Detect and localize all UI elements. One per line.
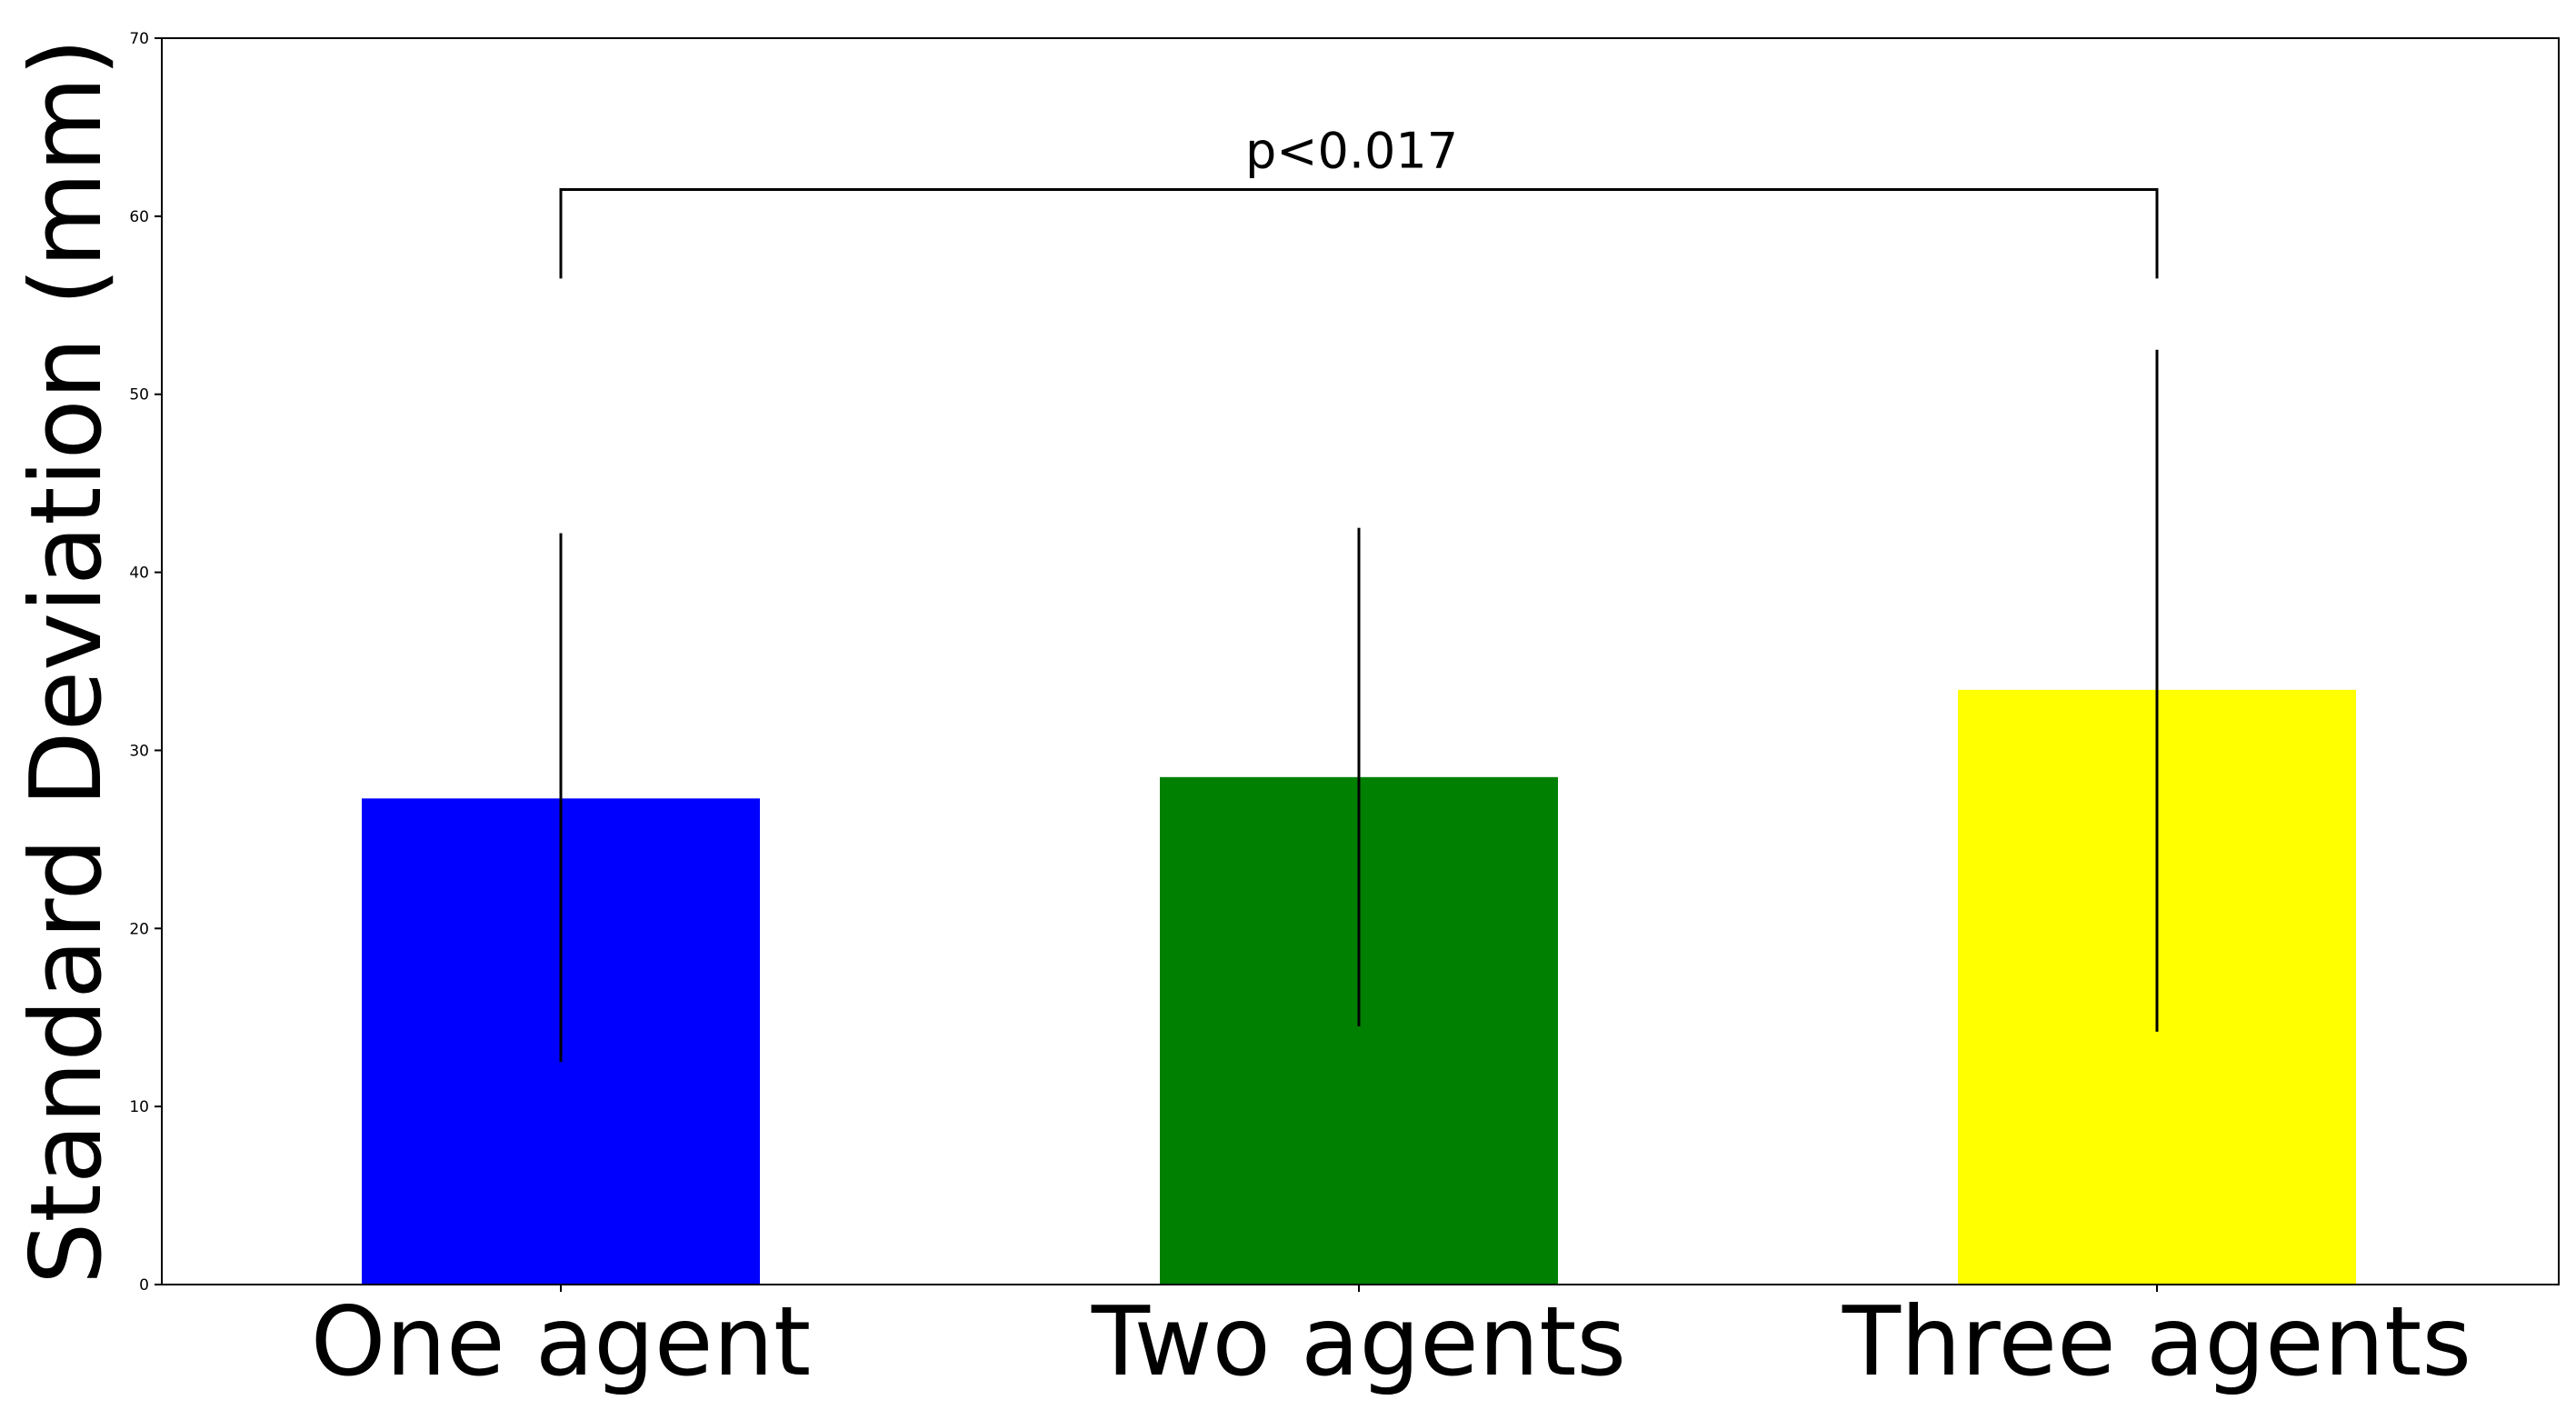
y-tick-label: 50 bbox=[129, 386, 149, 405]
y-axis: 0 10 20 30 40 50 60 70 bbox=[129, 30, 162, 1295]
plot-frame bbox=[161, 37, 2560, 1285]
y-tick-label: 60 bbox=[129, 208, 149, 226]
x-axis: One agent Two agents Three agents bbox=[311, 1285, 2471, 1397]
significance-label: p<0.017 bbox=[1245, 122, 1458, 179]
significance-bracket bbox=[559, 187, 2159, 279]
y-tick-label: 30 bbox=[129, 742, 149, 760]
y-tick-label: 20 bbox=[129, 920, 149, 938]
x-tick-label: One agent bbox=[311, 1286, 811, 1397]
significance-annotation: p<0.017 bbox=[559, 122, 2159, 279]
y-tick-label: 40 bbox=[129, 565, 149, 583]
x-tick-label: Three agents bbox=[1842, 1286, 2471, 1397]
y-tick-label: 70 bbox=[129, 30, 149, 48]
x-tick-label: Two agents bbox=[1091, 1286, 1626, 1397]
error-bars-layer bbox=[559, 349, 2159, 1063]
y-axis-title: Standard Deviation (mm) bbox=[10, 38, 124, 1285]
y-tick-label: 10 bbox=[129, 1098, 149, 1116]
y-tick-label: 0 bbox=[139, 1276, 149, 1295]
